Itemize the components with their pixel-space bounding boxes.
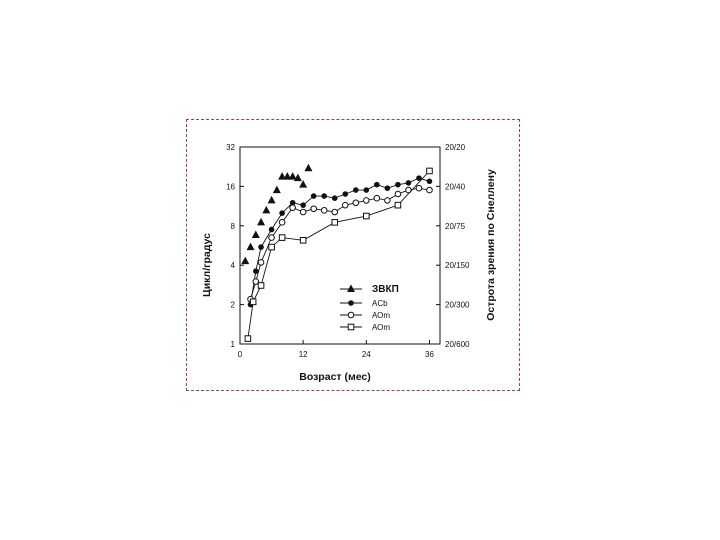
data-point: [246, 242, 255, 251]
x-tick-label: 24: [362, 350, 371, 359]
legend-label: АОm: [372, 323, 390, 332]
data-point: [320, 207, 328, 214]
data-point: [249, 298, 257, 306]
legend-swatch-marker: [348, 300, 354, 306]
data-point: [321, 193, 328, 199]
data-point: [293, 173, 302, 182]
data-point: [363, 212, 370, 220]
y2-axis-title: Острота зрения по Снеллену: [485, 169, 497, 321]
legend-swatch-marker: [347, 284, 355, 292]
x-axis-title: Возраст (мес): [299, 371, 371, 383]
data-point: [352, 187, 359, 193]
data-point: [310, 205, 317, 213]
data-point: [374, 181, 380, 188]
data-point: [426, 186, 433, 194]
legend: ЗВКП ACb АОm АОm: [340, 284, 399, 332]
data-point: [268, 243, 275, 251]
data-point: [300, 202, 306, 208]
data-point: [268, 234, 275, 241]
y2-tick-label: 20/300: [445, 301, 470, 310]
data-point: [310, 193, 317, 199]
data-point: [288, 172, 297, 180]
data-point: [278, 172, 287, 180]
data-point: [272, 185, 281, 194]
y2-tick-label: 20/75: [445, 222, 466, 231]
data-point: [394, 190, 402, 198]
data-point: [262, 205, 271, 214]
y2-tick-label: 20/20: [445, 143, 466, 152]
data-point: [252, 268, 259, 274]
plot-area-border: [239, 146, 441, 345]
y2-tick-label: 20/150: [445, 261, 470, 270]
data-point: [267, 195, 276, 204]
data-point: [257, 259, 265, 266]
legend-label: АОm: [372, 311, 390, 320]
data-point: [257, 217, 266, 226]
data-point: [373, 194, 381, 202]
y-tick-label: 16: [226, 182, 235, 191]
data-point: [363, 197, 370, 204]
data-point: [241, 256, 250, 265]
data-point: [426, 167, 433, 175]
data-point: [426, 178, 433, 185]
data-point: [394, 201, 402, 209]
series-line: [250, 187, 430, 300]
series-1: [241, 163, 313, 265]
data-point: [395, 181, 401, 188]
legend-label: ACb: [372, 299, 388, 308]
data-point: [331, 208, 339, 216]
data-point: [251, 230, 260, 239]
y2-tick-label: 20/600: [445, 340, 470, 349]
legend-swatch-marker: [347, 311, 355, 319]
data-point: [384, 197, 391, 204]
data-point: [257, 282, 265, 289]
data-point: [384, 185, 391, 192]
data-point: [331, 195, 338, 202]
data-point: [405, 180, 412, 186]
data-point: [279, 210, 285, 216]
data-point: [299, 208, 307, 216]
data-point: [331, 219, 339, 226]
data-point: [342, 191, 349, 197]
data-point: [416, 175, 422, 181]
axes-layer: 0 12 24 361248163220/60020/30020/15020/7520…: [226, 143, 470, 359]
y-tick-label: 1: [231, 340, 236, 349]
legend-swatch-marker: [347, 323, 355, 331]
x-tick-label: 36: [425, 350, 434, 359]
x-tick-label: 12: [299, 350, 308, 359]
data-point: [252, 278, 260, 285]
data-point: [268, 226, 275, 233]
series-4: [244, 167, 433, 342]
series-2: [247, 175, 433, 308]
y-tick-label: 4: [231, 261, 236, 270]
y-tick-label: 8: [231, 222, 236, 231]
series-3: [247, 184, 433, 303]
series-line: [247, 170, 430, 339]
data-point: [283, 172, 292, 180]
data-point: [289, 199, 296, 206]
data-point: [304, 163, 313, 172]
data-point: [278, 234, 286, 241]
data-point: [258, 244, 264, 250]
x-tick-label: 0: [238, 350, 243, 359]
data-point: [415, 184, 423, 192]
series-layer: [241, 163, 433, 342]
data-point: [341, 201, 349, 209]
data-point: [352, 199, 360, 207]
data-point: [278, 219, 286, 226]
y-axis-title: Цикл/градус: [201, 233, 213, 297]
y-tick-label: 32: [226, 143, 235, 152]
legend-label: ЗВКП: [372, 284, 399, 295]
data-point: [244, 335, 252, 342]
figure-frame: [186, 119, 520, 391]
data-point: [299, 236, 307, 244]
data-point: [299, 180, 308, 188]
data-point: [289, 204, 296, 211]
y-tick-label: 2: [231, 301, 236, 310]
y2-tick-label: 20/40: [445, 182, 466, 191]
data-point: [363, 187, 370, 193]
